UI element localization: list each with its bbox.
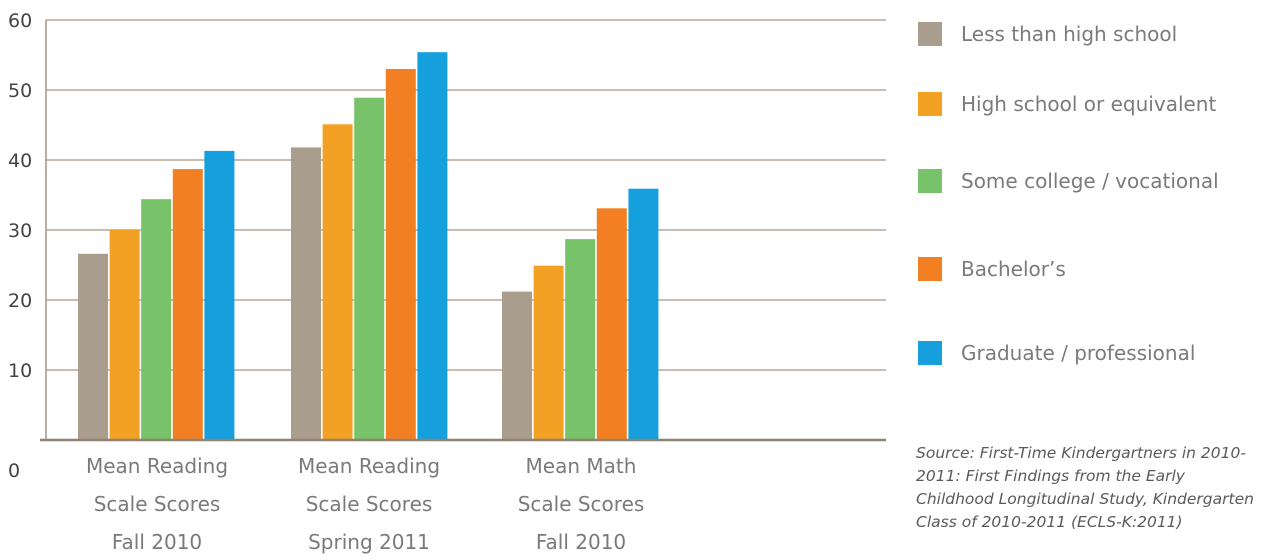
legend-item: Bachelor’s <box>918 257 1267 287</box>
legend-label: Some college / vocational <box>961 169 1219 193</box>
bar <box>628 188 659 440</box>
legend-swatch <box>918 257 942 281</box>
x-tick-label: Fall 2010 <box>112 530 202 554</box>
x-tick-label: Scale Scores <box>94 492 221 516</box>
legend-label: Less than high school <box>961 22 1178 46</box>
y-tick-label: 30 <box>8 220 32 242</box>
x-tick-label: Spring 2011 <box>308 530 430 554</box>
legend-item: High school or equivalent <box>918 92 1267 122</box>
legend-swatch <box>918 341 942 365</box>
x-tick-label: Mean Reading <box>298 454 440 478</box>
bar-chart: 0 10 20 30 40 50 60 Mean Reading Scale Scores Fal… <box>8 10 886 554</box>
bar <box>596 208 627 440</box>
x-tick-label: Fall 2010 <box>536 530 626 554</box>
bar <box>109 229 140 440</box>
x-tick-label: Mean Math <box>526 454 637 478</box>
bar <box>533 265 564 440</box>
bar <box>502 291 532 440</box>
x-tick-label: Scale Scores <box>306 492 433 516</box>
bar <box>141 199 172 440</box>
source-note: Source: First-Time Kindergartners in 201… <box>916 444 1254 531</box>
x-tick-label: Mean Reading <box>86 454 228 478</box>
y-tick-label: 50 <box>8 80 32 102</box>
bar <box>565 239 596 440</box>
y-tick-label: 0 <box>8 460 20 482</box>
bar <box>78 253 108 440</box>
legend-swatch <box>918 169 942 193</box>
legend-item: Graduate / professional <box>918 341 1267 371</box>
legend-swatch <box>918 92 942 116</box>
y-tick-label: 60 <box>8 10 32 32</box>
bar <box>385 69 416 440</box>
bar <box>417 52 448 440</box>
y-tick-label: 40 <box>8 150 32 172</box>
bar <box>172 169 203 440</box>
legend-swatch <box>918 22 942 46</box>
legend-label: Bachelor’s <box>961 257 1066 281</box>
bar <box>354 97 385 440</box>
legend-item: Some college / vocational <box>918 169 1267 199</box>
y-tick-label: 20 <box>8 290 32 312</box>
legend-item: Less than high school <box>918 22 1267 52</box>
bar <box>322 124 353 441</box>
x-tick-label: Scale Scores <box>518 492 645 516</box>
bar <box>204 150 235 440</box>
bar <box>291 147 321 440</box>
legend-label: High school or equivalent <box>961 92 1217 116</box>
legend-label: Graduate / professional <box>961 341 1196 365</box>
y-tick-label: 10 <box>8 360 32 382</box>
